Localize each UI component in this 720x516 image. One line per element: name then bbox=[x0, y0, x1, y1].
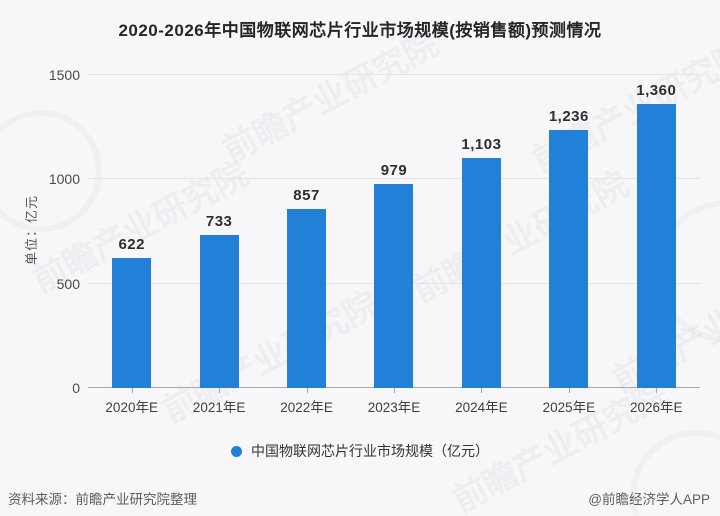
bar-rect bbox=[461, 157, 501, 388]
bar-column-2022年E: 857 bbox=[263, 187, 350, 388]
x-tick-label-2026年E: 2026年E bbox=[630, 400, 683, 415]
bar-value-label: 733 bbox=[205, 213, 233, 231]
bar-column-2023年E: 979 bbox=[350, 162, 437, 388]
y-tick-label-1500: 1500 bbox=[48, 67, 80, 83]
gridline-1500 bbox=[88, 74, 700, 75]
bar-column-2024年E: 1,103 bbox=[438, 136, 525, 388]
x-tick-mark bbox=[219, 388, 221, 393]
bar-column-2025年E: 1,236 bbox=[525, 108, 612, 388]
bar-value-label: 1,360 bbox=[636, 82, 677, 100]
legend-marker-dot bbox=[231, 445, 242, 457]
bar-rect bbox=[374, 183, 414, 388]
x-tick-label-2021年E: 2021年E bbox=[192, 400, 246, 415]
x-tick-mark bbox=[568, 388, 570, 393]
x-tick-mark bbox=[394, 388, 395, 393]
bar-rect bbox=[199, 235, 239, 388]
bar-column-2026年E: 1,360 bbox=[613, 82, 700, 388]
x-tick-label-2020年E: 2020年E bbox=[105, 400, 158, 415]
footer: 资料来源：前瞻产业研究院整理 @前瞻经济学人APP bbox=[0, 480, 720, 516]
x-tick-mark bbox=[656, 388, 658, 393]
x-tick-label-2024年E: 2024年E bbox=[455, 400, 508, 415]
y-tick-label-0: 0 bbox=[72, 380, 80, 396]
y-axis-unit-label: 单位：亿元 bbox=[24, 195, 39, 266]
x-tick-label-2022年E: 2022年E bbox=[280, 400, 333, 415]
y-tick-label-1000: 1000 bbox=[48, 171, 80, 188]
bar-value-label: 622 bbox=[118, 236, 145, 254]
source-text: 资料来源：前瞻产业研究院整理 bbox=[8, 492, 197, 507]
gridline-1000 bbox=[88, 178, 700, 180]
legend-label: 中国物联网芯片行业市场规模（亿元） bbox=[251, 443, 489, 459]
bar-value-label: 1,236 bbox=[548, 108, 589, 126]
bar-rect bbox=[287, 209, 327, 388]
x-tick-label-2025年E: 2025年E bbox=[542, 400, 596, 415]
chart-title: 2020-2026年中国物联网芯片行业市场规模(按销售额)预测情况 bbox=[118, 21, 602, 40]
bar-rect bbox=[112, 258, 152, 388]
y-tick-label-500: 500 bbox=[56, 275, 80, 292]
bar-rect bbox=[549, 130, 589, 388]
plot-area: 622 733 857 979 1,103 1,236 1,360 bbox=[88, 74, 700, 388]
x-tick-label-2023年E: 2023年E bbox=[367, 400, 421, 415]
bar-rect bbox=[636, 104, 676, 388]
bar-value-label: 1,103 bbox=[461, 135, 502, 153]
bar-column-2021年E: 733 bbox=[175, 213, 262, 388]
bar-value-label: 857 bbox=[293, 187, 320, 205]
bar-column-2020年E: 622 bbox=[88, 236, 175, 388]
legend: 中国物联网芯片行业市场规模（亿元） bbox=[0, 441, 720, 461]
x-tick-mark bbox=[131, 388, 133, 393]
credit-text: @前瞻经济学人APP bbox=[588, 492, 710, 507]
x-tick-mark bbox=[481, 388, 483, 393]
bar-value-label: 979 bbox=[380, 161, 408, 179]
x-tick-mark bbox=[306, 388, 308, 393]
